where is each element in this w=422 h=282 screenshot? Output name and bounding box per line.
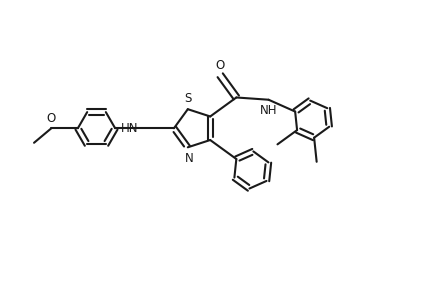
Text: N: N (185, 152, 194, 165)
Text: O: O (47, 112, 56, 125)
Text: O: O (216, 59, 225, 72)
Text: S: S (184, 92, 192, 105)
Text: HN: HN (121, 122, 138, 135)
Text: NH: NH (260, 104, 277, 117)
